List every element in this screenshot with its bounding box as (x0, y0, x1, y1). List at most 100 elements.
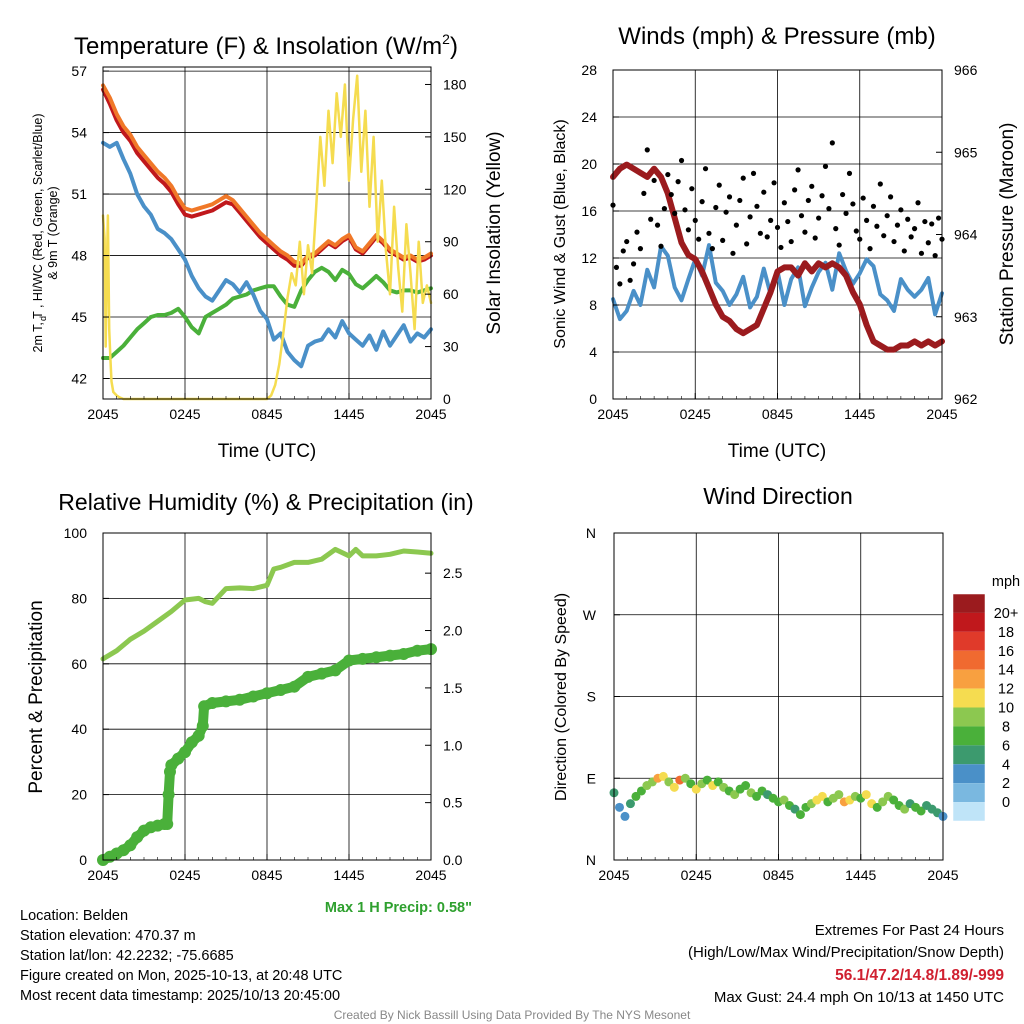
colorbar-title: mph (992, 574, 1020, 590)
gust-point (805, 197, 811, 204)
gust-point (922, 218, 928, 225)
direction-point (669, 782, 679, 792)
colorbar-swatch (953, 783, 985, 803)
colorbar-label: 2 (1002, 776, 1010, 792)
gust-point (826, 206, 832, 212)
y-tick-label: N (586, 525, 596, 541)
station-info: Location: Belden Station elevation: 470.… (20, 906, 342, 1006)
gust-point (706, 230, 712, 236)
dewpoint-line (101, 265, 433, 360)
y-tick-label: 100 (64, 525, 88, 541)
direction-title: Wind Direction (703, 483, 853, 509)
station-elevation: Station elevation: 470.37 m (20, 928, 196, 944)
gust-point (911, 226, 918, 232)
gust-point (809, 183, 815, 189)
gust-point (702, 166, 709, 172)
max-precip-annotation: Max 1 H Precip: 0.58" (325, 900, 472, 916)
gust-point (898, 207, 904, 213)
gust-point (870, 203, 877, 209)
colorbar-swatch (953, 802, 985, 821)
gust-point (918, 250, 925, 256)
gust-point (761, 189, 767, 195)
gust-point (637, 246, 644, 252)
direction-point (795, 810, 805, 820)
direction-point (900, 804, 910, 814)
gust-point (840, 191, 846, 198)
x-tick-label: 1445 (845, 867, 876, 883)
temperature-ylabel-sub: d (38, 316, 48, 321)
direction-point (779, 795, 789, 805)
x-tick-label: 2045 (87, 406, 118, 422)
y-tick-label: W (583, 607, 597, 623)
colorbar-label: 16 (998, 644, 1014, 660)
temperature-y2label: Solar Insolation (Yellow) (484, 131, 505, 334)
y2-tick-label: 965 (954, 144, 978, 160)
y2-tick-label: 180 (443, 76, 467, 92)
station-pressure-line (610, 161, 945, 353)
y-tick-label: N (586, 852, 596, 868)
x-tick-label: 2045 (598, 867, 629, 883)
y-tick-label: 28 (581, 62, 597, 78)
x-tick-label: 0245 (169, 406, 200, 422)
direction-point (614, 802, 624, 812)
direction-point (878, 797, 888, 807)
gust-point (634, 229, 640, 235)
winds-y2label: Station Pressure (Maroon) (997, 123, 1018, 346)
gust-point (644, 147, 650, 153)
most-recent-data: Most recent data timestamp: 2025/10/13 2… (20, 988, 341, 1004)
y2-tick-label: 1.5 (443, 680, 463, 696)
y-tick-label: 4 (589, 344, 597, 360)
y2-tick-label: 0.0 (443, 852, 463, 868)
gust-point (692, 217, 698, 223)
y-tick-label: 60 (71, 656, 87, 672)
x-tick-label: 1445 (844, 406, 875, 422)
y-tick-label: 54 (71, 125, 87, 141)
gust-point (678, 157, 685, 164)
gust-point (713, 204, 719, 211)
direction-point (752, 791, 762, 801)
y-tick-label: 51 (71, 186, 87, 202)
colorbar-label: 10 (998, 701, 1014, 717)
colorbar-label: 20+ (994, 606, 1019, 622)
gust-point (624, 238, 630, 245)
colorbar-swatch (953, 650, 985, 670)
x-tick-label: 2045 (927, 867, 958, 883)
gust-point (617, 281, 623, 287)
colorbar-swatch (953, 631, 985, 651)
extremes-header: Extremes For Past 24 Hours (815, 922, 1004, 939)
colorbar-swatch (953, 612, 985, 632)
station-latlon: Station lat/lon: 42.2232; -75.6685 (20, 948, 234, 964)
colorbar-swatch (953, 688, 985, 708)
direction-point (741, 781, 751, 791)
direction-point (702, 775, 712, 785)
colorbar-swatch (953, 707, 985, 727)
direction-point (817, 791, 827, 801)
gust-point (661, 206, 668, 212)
colorbar-label: 8 (1002, 719, 1010, 735)
winds-panel: Winds (mph) & Pressure (mb) 2045 0245 0845… (552, 23, 1018, 462)
y2-tick-label: 966 (954, 62, 978, 78)
gust-point (822, 163, 829, 169)
gust-point (905, 216, 911, 222)
x-tick-label: 0245 (680, 406, 711, 422)
direction-point (834, 790, 844, 800)
hi-wc-line (101, 140, 433, 369)
gust-point (874, 223, 880, 229)
humidity-ylabel: Percent & Precipitation (26, 600, 47, 793)
y2-tick-label: 90 (443, 234, 459, 250)
gust-point (730, 250, 736, 256)
direction-point (658, 771, 668, 781)
colorbar-swatch (953, 669, 985, 689)
footer-credit: Created By Nick Bassill Using Data Provi… (334, 1008, 691, 1022)
y2-tick-label: 1.0 (443, 737, 463, 753)
gust-point (932, 253, 938, 259)
humidity-panel: Relative Humidity (%) & Precipitation (i… (26, 489, 474, 916)
temperature-xlabel: Time (UTC) (218, 441, 317, 462)
colorbar-swatch (953, 764, 985, 784)
gust-point (682, 207, 688, 213)
gust-point (658, 243, 664, 249)
gust-point (833, 226, 839, 232)
gust-point (696, 236, 702, 242)
gust-point (846, 170, 853, 176)
y-tick-label: 45 (71, 309, 87, 325)
